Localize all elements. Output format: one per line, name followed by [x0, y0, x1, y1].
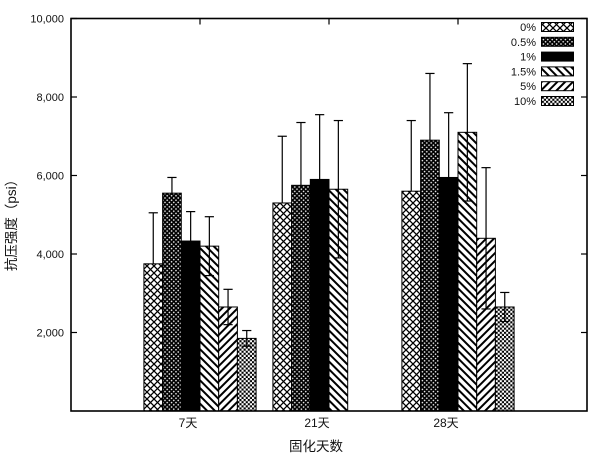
y-tick-label: 6,000: [36, 171, 64, 183]
legend-item-label: 1.5%: [511, 66, 536, 78]
legend-item: 1%: [520, 51, 574, 64]
bar: [291, 184, 311, 412]
plot-frame: [70, 17, 588, 412]
category-label: 28天: [433, 416, 458, 430]
bar: [162, 192, 182, 412]
bar: [180, 240, 201, 412]
y-tick-label: 10,000: [30, 14, 64, 26]
legend-item: 0.5%: [511, 36, 574, 49]
bar: [494, 306, 515, 412]
legend-item-label: 5%: [520, 81, 536, 93]
legend-swatch: [541, 22, 574, 32]
bar: [272, 202, 293, 412]
error-bars: [148, 63, 510, 347]
legend-item-label: 1%: [520, 52, 536, 64]
legend-swatch: [541, 51, 574, 62]
y-tick-label: 4,000: [36, 249, 64, 261]
legend-item-label: 10%: [514, 96, 536, 108]
category-labels: 7天 21天 28天: [179, 416, 459, 430]
legend-swatch: [541, 96, 574, 106]
legend: 0% 0.5% 1% 1.5% 5% 10%: [511, 22, 574, 108]
legend-swatch: [541, 66, 574, 77]
bar: [236, 337, 257, 412]
y-tick-labels: 2,000 4,000 6,000 8,000 10,000: [30, 14, 64, 340]
legend-item-label: 0%: [520, 22, 536, 34]
legend-item: 10%: [514, 96, 574, 108]
legend-item-label: 0.5%: [511, 37, 536, 49]
legend-item: 1.5%: [511, 66, 574, 78]
bar: [420, 139, 440, 412]
legend-item: 5%: [520, 81, 574, 93]
category-label: 7天: [179, 416, 198, 430]
bars: [143, 131, 515, 412]
y-tick-label: 2,000: [36, 328, 64, 340]
bar: [438, 176, 459, 412]
bar: [401, 190, 422, 412]
y-axis-title: 抗压强度（psi）: [4, 173, 19, 271]
y-tick-label: 8,000: [36, 92, 64, 104]
legend-item: 0%: [520, 22, 574, 34]
legend-swatch: [541, 81, 574, 92]
bar: [143, 263, 164, 412]
x-axis-title: 固化天数: [289, 439, 343, 454]
bar: [309, 178, 330, 412]
category-label: 21天: [304, 416, 329, 430]
legend-swatch: [541, 36, 574, 47]
